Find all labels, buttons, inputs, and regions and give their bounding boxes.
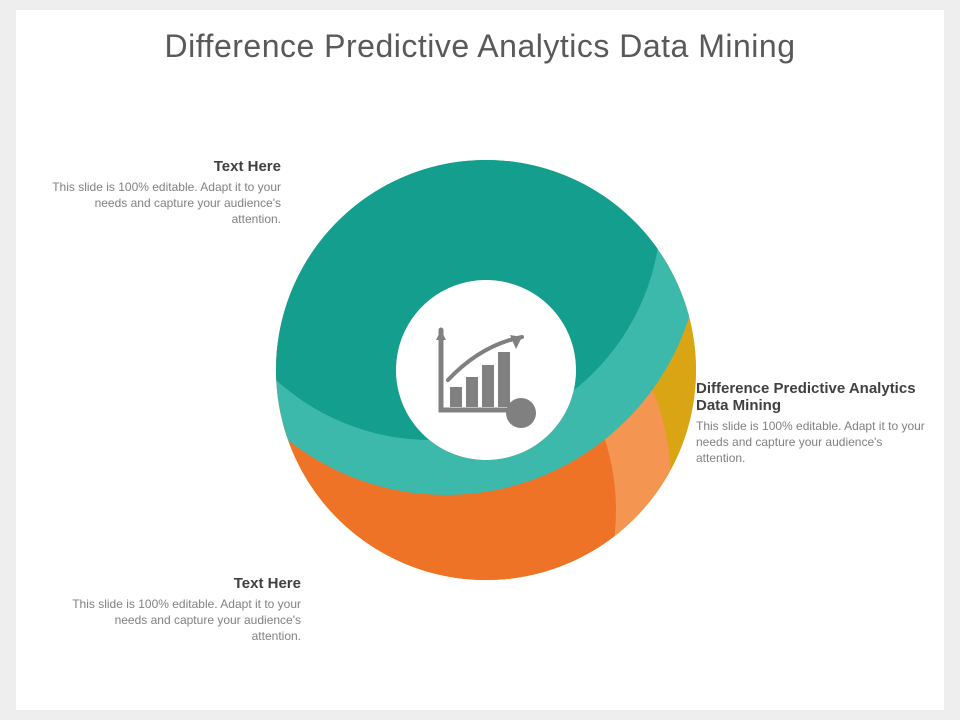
callout-body: This slide is 100% editable. Adapt it to… xyxy=(71,596,301,645)
callout-right: Difference Predictive Analytics Data Min… xyxy=(696,380,926,467)
callout-heading: Text Here xyxy=(71,575,301,592)
slide-title: Difference Predictive Analytics Data Min… xyxy=(16,28,944,65)
callout-body: This slide is 100% editable. Adapt it to… xyxy=(51,179,281,228)
callout-heading: Text Here xyxy=(51,158,281,175)
swirl-donut-diagram xyxy=(276,160,696,580)
callout-heading: Difference Predictive Analytics Data Min… xyxy=(696,380,926,414)
callout-top-left: Text Here This slide is 100% editable. A… xyxy=(51,158,281,228)
callout-body: This slide is 100% editable. Adapt it to… xyxy=(696,418,926,467)
callout-bottom-left: Text Here This slide is 100% editable. A… xyxy=(71,575,301,645)
slide: Difference Predictive Analytics Data Min… xyxy=(16,10,944,710)
